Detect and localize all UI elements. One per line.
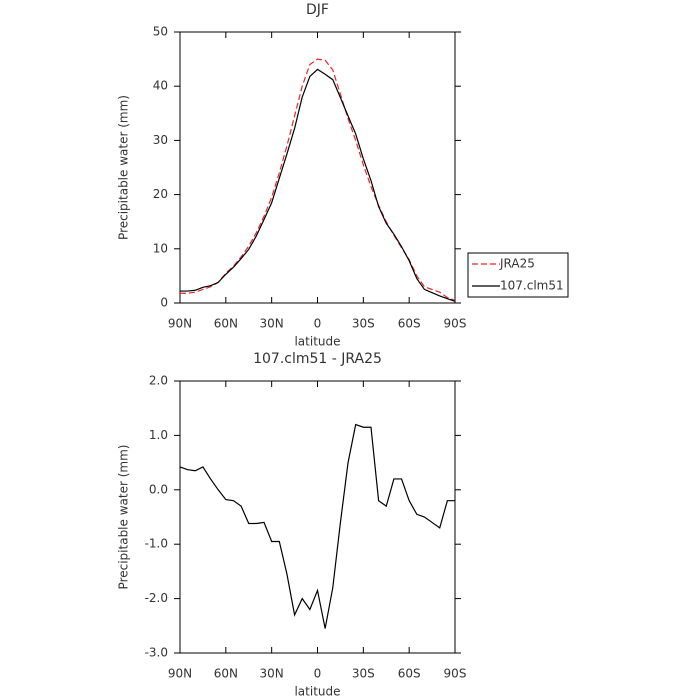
x-tick-label: 30N [260, 667, 284, 681]
y-tick-label: 50 [153, 25, 168, 39]
legend-label: JRA25 [499, 257, 535, 271]
x-tick-label: 60S [398, 317, 421, 331]
x-tick-label: 60N [214, 317, 238, 331]
plot-frame [179, 380, 456, 654]
x-tick-label: 90S [444, 667, 467, 681]
y-axis-label: Precipitable water (mm) [117, 445, 131, 590]
x-tick-label: 30N [260, 317, 284, 331]
data-line [180, 58, 456, 301]
x-tick-label: 0 [314, 317, 322, 331]
x-tick-label: 0 [314, 667, 322, 681]
y-tick-label: 1.0 [149, 428, 168, 442]
x-tick-label: 30S [352, 667, 375, 681]
x-tick-label: 30S [352, 317, 375, 331]
legend-box [467, 252, 569, 298]
x-tick-label: 90S [444, 317, 467, 331]
y-tick-label: -3.0 [145, 646, 168, 660]
plot-frame [179, 31, 456, 304]
y-tick-label: 20 [153, 187, 168, 201]
data-line [179, 423, 455, 629]
x-axis-label: latitude [294, 685, 340, 699]
chart-title: 107.clm51 - JRA25 [253, 351, 382, 367]
legend-label: 107.clm51 [500, 279, 564, 293]
x-tick-label: 90N [168, 317, 192, 331]
x-tick-label: 60N [214, 667, 238, 681]
x-tick-label: 90N [168, 667, 192, 681]
y-tick-label: 40 [153, 79, 168, 93]
y-tick-label: 0 [160, 296, 168, 310]
x-axis-label: latitude [294, 335, 340, 349]
y-tick-label: -2.0 [145, 591, 168, 605]
chart-title: DJF [306, 2, 329, 18]
y-tick-label: 10 [153, 241, 168, 255]
data-line [180, 68, 456, 302]
x-tick-label: 60S [398, 667, 421, 681]
y-tick-label: -1.0 [145, 537, 168, 551]
y-tick-label: 0.0 [149, 482, 168, 496]
y-axis-label: Precipitable water (mm) [117, 95, 131, 240]
y-tick-label: 30 [153, 133, 168, 147]
y-tick-label: 2.0 [149, 374, 168, 388]
